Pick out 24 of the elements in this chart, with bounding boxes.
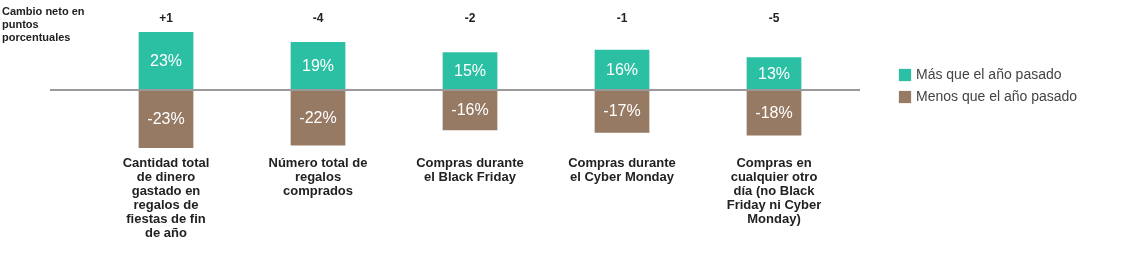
data-label: -22% <box>299 108 337 126</box>
data-label: -16% <box>451 101 489 119</box>
text: -1 <box>616 11 628 25</box>
text: +1 <box>159 11 174 25</box>
x-tick-label: Cantidad total de dinero gastado en regalos de fiestas de fin de año <box>122 154 210 240</box>
data-label: 23% <box>149 52 183 69</box>
data-label: 15% <box>453 62 487 80</box>
x-tick-label: Compras en cualquier otro día (no Black Friday ni Cyber Monday) <box>726 154 822 226</box>
text: -4 <box>312 11 324 25</box>
x-tick-label: Compras durante el Black Friday <box>416 154 524 184</box>
legend-label: Menos que el año pasado <box>916 88 1078 104</box>
data-label: -23% <box>147 110 185 127</box>
text: -5 <box>768 11 780 25</box>
text: -2 <box>464 11 476 25</box>
data-label: -18% <box>755 103 793 121</box>
data-label: 13% <box>757 64 791 82</box>
data-label: 16% <box>605 60 639 78</box>
data-label: -17% <box>603 102 641 120</box>
x-tick-label: Compras durante el Cyber Monday <box>568 154 676 184</box>
annotation: Cambio neto en puntos porcentuales <box>2 5 85 43</box>
legend-label: Más que el año pasado <box>916 66 1062 82</box>
x-tick-label: Número total de regalos comprados <box>268 154 368 198</box>
bar <box>138 32 194 90</box>
data-label: 19% <box>301 57 335 75</box>
